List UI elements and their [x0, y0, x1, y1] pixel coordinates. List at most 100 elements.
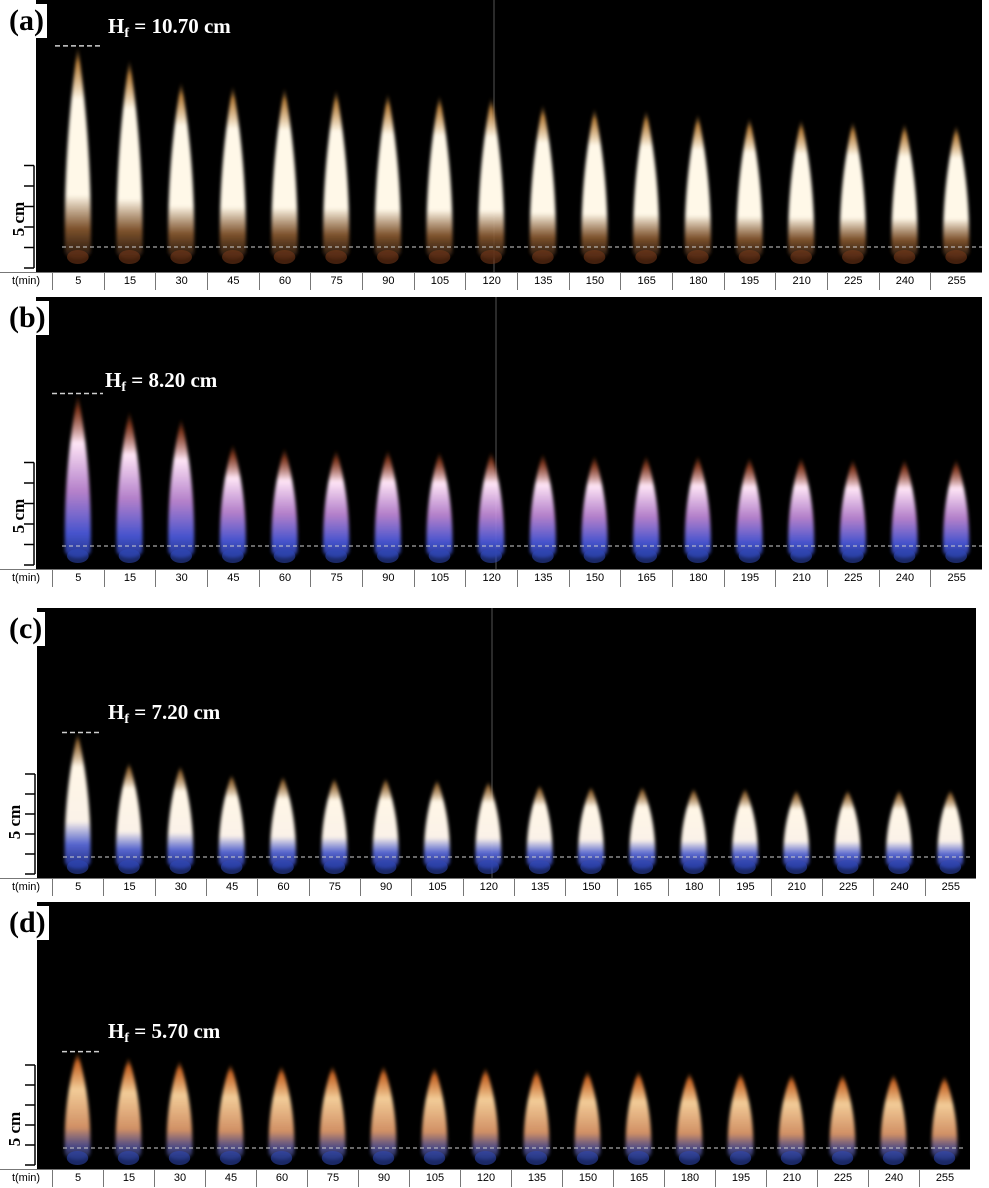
time-cell-a-180: 180	[672, 273, 724, 290]
time-cell-c-210: 210	[770, 879, 822, 896]
time-cell-b-60: 60	[258, 570, 311, 587]
flame-a-240	[891, 122, 918, 259]
time-cell-a-135: 135	[517, 273, 569, 290]
time-cell-d-5: 5	[52, 1170, 103, 1187]
flame-c-150	[578, 786, 604, 869]
flame-c-135	[526, 784, 553, 869]
time-cell-d-255: 255	[919, 1170, 970, 1187]
burner-base	[169, 860, 192, 874]
burner-base	[686, 250, 709, 264]
burner-base	[583, 250, 606, 264]
time-cell-b-30: 30	[155, 570, 207, 587]
time-header-b: t(min)	[11, 572, 41, 584]
burner-base	[480, 250, 503, 264]
flame-b-225	[839, 458, 866, 558]
burner-base	[882, 1151, 905, 1165]
time-cell-a-225: 225	[827, 273, 879, 290]
time-cell-c-255: 255	[924, 879, 976, 896]
time-cell-b-75: 75	[310, 570, 362, 587]
burner-base	[831, 1151, 854, 1165]
time-cell-d-240: 240	[868, 1170, 919, 1187]
flame-b-150	[581, 454, 608, 558]
burner-base	[790, 250, 813, 264]
burner-base	[376, 549, 399, 563]
flame-c-255	[937, 789, 964, 869]
burner-base	[841, 250, 864, 264]
flame-d-30	[166, 1060, 193, 1160]
burner-base	[66, 549, 89, 563]
flame-a-135	[529, 104, 556, 260]
burner-base	[168, 1151, 191, 1165]
flame-b-210	[788, 456, 815, 558]
burner-base	[321, 1151, 344, 1165]
burner-base	[480, 549, 503, 563]
flame-c-15	[116, 761, 142, 869]
flame-b-195	[736, 456, 763, 558]
time-cell-b-225: 225	[827, 570, 879, 587]
burner-base	[729, 1151, 752, 1165]
time-cell-c-45: 45	[206, 879, 257, 896]
time-row-d: t(min) 5 15 30 45 60 75 90 105 120 135 150 165 180 195…	[0, 1169, 970, 1187]
time-header-d: t(min)	[11, 1172, 41, 1184]
time-cell-a-165: 165	[620, 273, 672, 290]
flame-a-5	[64, 45, 91, 260]
scale-label-a: 5 cm	[9, 201, 28, 237]
burner-base	[738, 250, 761, 264]
burner-base	[576, 1151, 599, 1165]
burner-base	[272, 860, 294, 874]
burner-base	[631, 860, 654, 874]
flame-c-210	[783, 789, 810, 869]
burner-base	[118, 549, 141, 563]
flame-height-value-c: = 7.20 cm	[134, 700, 221, 724]
time-cell-c-90: 90	[360, 879, 411, 896]
burner-base	[785, 860, 808, 874]
time-cell-c-135: 135	[514, 879, 565, 896]
burner-base	[376, 250, 399, 264]
time-cell-c-165: 165	[616, 879, 668, 896]
flame-c-45	[218, 773, 245, 869]
flame-c-60	[270, 775, 296, 869]
flame-height-label-a: Hf = 10.70 cm	[108, 14, 231, 41]
burner-base	[270, 1151, 293, 1165]
time-cell-a-150: 150	[568, 273, 621, 290]
time-cell-d-60: 60	[256, 1170, 307, 1187]
flame-d-165	[625, 1070, 652, 1160]
burner-base	[678, 1151, 701, 1165]
burner-base	[635, 549, 658, 563]
time-cell-c-105: 105	[411, 879, 462, 896]
burner-base	[372, 1151, 395, 1165]
flame-height-label-c: Hf = 7.20 cm	[108, 700, 221, 727]
time-cell-c-75: 75	[308, 879, 360, 896]
time-cell-b-240: 240	[878, 570, 931, 587]
time-cell-b-90: 90	[362, 570, 414, 587]
scale-label-c: 5 cm	[5, 804, 24, 840]
flame-b-15	[116, 410, 143, 558]
burner-base	[273, 549, 296, 563]
scale-label-d: 5 cm	[5, 1111, 24, 1147]
burner-base	[219, 1151, 242, 1165]
burner-base	[525, 1151, 548, 1165]
time-cell-d-30: 30	[154, 1170, 205, 1187]
flame-a-195	[736, 117, 763, 259]
time-cell-b-15: 15	[103, 570, 156, 587]
flame-c-165	[629, 786, 656, 869]
panel-label-d: (d)	[6, 906, 49, 940]
flame-d-75	[319, 1065, 346, 1160]
panel-label-a: (a)	[6, 4, 47, 38]
flame-c-30	[167, 765, 194, 869]
flame-b-165	[633, 454, 660, 558]
time-cell-b-105: 105	[413, 570, 466, 587]
flame-a-225	[839, 121, 866, 259]
time-cell-a-255: 255	[930, 273, 982, 290]
burner-base	[325, 250, 348, 264]
burner-base	[374, 860, 397, 874]
burner-base	[323, 860, 346, 874]
time-cell-b-165: 165	[620, 570, 672, 587]
time-header-c: t(min)	[11, 881, 41, 893]
flame-a-165	[633, 109, 660, 259]
flame-a-60	[271, 87, 298, 259]
burner-base	[945, 250, 968, 264]
time-cell-c-180: 180	[668, 879, 719, 896]
burner-base	[780, 1151, 803, 1165]
time-cell-a-15: 15	[103, 273, 156, 290]
